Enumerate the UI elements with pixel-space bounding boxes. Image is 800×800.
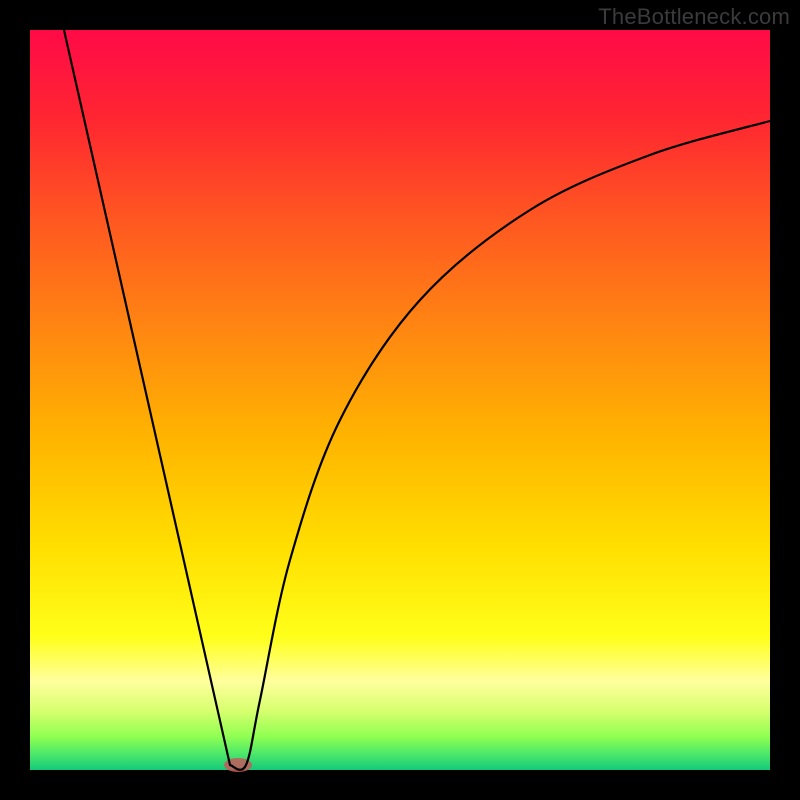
plot-background [30,30,770,770]
watermark-text: TheBottleneck.com [598,4,790,30]
bottleneck-chart [0,0,800,800]
